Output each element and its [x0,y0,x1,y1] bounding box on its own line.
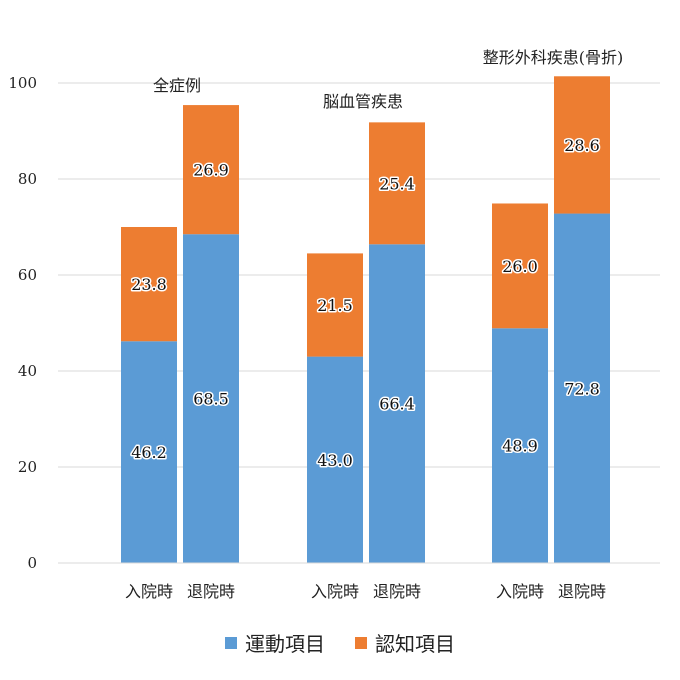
data-label-motor: 66.4 [379,395,415,414]
bar-segment-cognitive [121,227,177,342]
category-label: 入院時 [311,582,359,601]
bar-segment-motor [492,328,548,563]
legend-swatch-cognitive [355,636,367,649]
data-label-motor: 68.5 [193,390,229,409]
y-tick-label: 80 [18,170,37,188]
category-label: 退院時 [558,582,606,601]
y-tick-label: 0 [27,554,37,572]
bar-segment-motor [121,341,177,563]
y-tick-label: 40 [18,362,37,380]
data-label-motor: 72.8 [564,379,600,398]
bar-segment-motor [369,244,425,563]
category-label: 退院時 [373,582,421,601]
category-label: 退院時 [187,582,235,601]
stacked-bar-chart: 0 20 40 60 80 100 46.2 23.8 入院時 68.5 26.9 退院時 全症例 43.… [8,48,660,601]
group-title: 全症例 [153,76,201,95]
y-tick-label: 100 [8,74,37,92]
y-tick-label: 60 [18,266,37,284]
data-label-cognitive: 28.6 [564,136,600,155]
bar-segment-motor [307,356,363,563]
category-label: 入院時 [496,582,544,601]
bar-segment-cognitive [492,203,548,329]
bar-segment-cognitive [183,105,239,235]
bar-segment-cognitive [369,122,425,245]
legend-label-cognitive: 認知項目 [375,632,455,656]
data-label-cognitive: 23.8 [131,275,167,294]
legend-swatch-motor [225,636,237,649]
bar-segment-motor [183,234,239,563]
bar-segment-cognitive [307,253,363,357]
data-label-cognitive: 26.9 [193,161,229,180]
y-tick-label: 20 [18,458,37,476]
data-label-cognitive: 21.5 [317,296,353,315]
group-title: 整形外科疾患(骨折) [483,48,624,67]
data-label-cognitive: 26.0 [502,257,538,276]
legend-item-cognitive: 認知項目 [355,628,455,657]
legend-item-motor: 運動項目 [225,628,325,657]
legend-label-motor: 運動項目 [245,632,325,656]
bar-segment-motor [554,213,610,563]
data-label-motor: 43.0 [317,451,353,470]
group-title: 脳血管疾患 [323,92,403,111]
data-label-cognitive: 25.4 [379,174,415,193]
data-label-motor: 48.9 [502,437,538,456]
bar-segment-cognitive [554,76,610,214]
legend: 運動項目 認知項目 [0,628,680,657]
category-label: 入院時 [125,582,173,601]
data-label-motor: 46.2 [131,443,167,462]
